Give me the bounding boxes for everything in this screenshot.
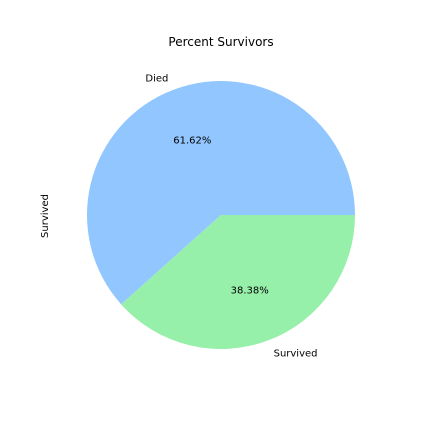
pie-slice-died	[86, 80, 356, 305]
chart-title: Percent Survivors	[168, 35, 273, 49]
pie-slice-survived	[121, 215, 355, 349]
slice-label-survived: Survived	[274, 349, 318, 360]
slice-label-died: Died	[145, 73, 168, 84]
y-axis-label: Survived	[40, 194, 51, 238]
pie-slices	[86, 80, 356, 349]
pct-label-survived: 38.38%	[231, 286, 269, 297]
pct-label-died: 61.62%	[173, 135, 211, 146]
